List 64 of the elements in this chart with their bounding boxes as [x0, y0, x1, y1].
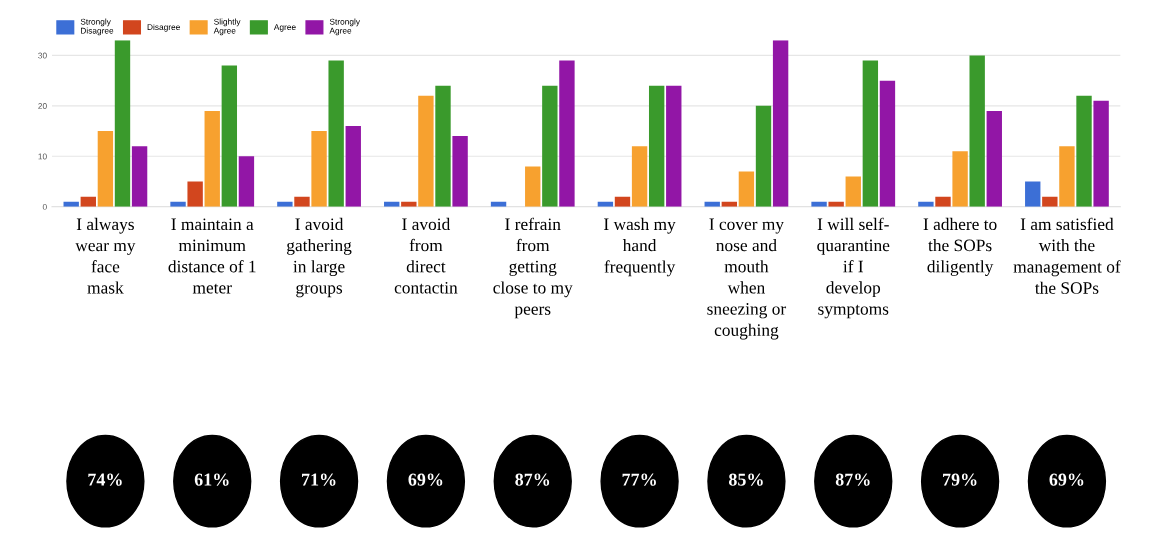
text: 71%: [302, 473, 336, 486]
bar: [311, 131, 327, 207]
bar: [969, 55, 985, 207]
text: 85%: [728, 473, 763, 486]
text: 87%: [515, 473, 550, 486]
bar: [452, 136, 468, 207]
text: 69%: [1049, 473, 1084, 486]
y-tick-label: 30: [38, 52, 47, 59]
bar: [772, 40, 789, 207]
bar: [952, 151, 968, 207]
legend-label: Slightly Agree: [213, 18, 241, 36]
bar: [435, 85, 451, 207]
text: 74%: [88, 473, 122, 486]
text: 69%: [408, 473, 443, 486]
x-tick-label: I will self- quarantine if I develop symptoms: [817, 217, 890, 319]
bar: [114, 40, 131, 207]
text: 77%: [622, 473, 656, 486]
legend-label: Agree: [273, 24, 296, 32]
bar: [97, 131, 114, 207]
bar: [418, 95, 434, 207]
bar: [559, 60, 575, 207]
y-tick-label: 20: [38, 103, 47, 109]
x-tick-label: I always wear my face mask: [75, 217, 136, 294]
bar: [1076, 95, 1092, 207]
bar: [935, 196, 951, 207]
bar: [294, 196, 310, 207]
bar: [631, 146, 648, 207]
bar: [862, 60, 879, 207]
legend-label: Strongly Agree: [329, 18, 360, 36]
bar: [345, 126, 361, 207]
bar: [666, 85, 682, 207]
x-tick-label: I am satisfied with the management of the SOPs: [1013, 217, 1121, 294]
text: 79%: [943, 473, 977, 486]
x-tick-label: I adhere to the SOPs diligently: [923, 217, 997, 276]
x-tick-label: I avoid from direct contactin: [394, 217, 458, 294]
bar: [131, 146, 148, 207]
bar: [204, 110, 220, 207]
bar: [221, 65, 238, 207]
x-tick-label: I avoid gathering in large groups: [287, 217, 352, 298]
text: 61%: [194, 473, 229, 486]
x-tick-label: I wash my hand frequently: [604, 217, 676, 277]
bar: [648, 85, 665, 207]
bar: [1059, 146, 1075, 207]
text: 87%: [835, 473, 870, 486]
bar: [187, 181, 203, 207]
legend-label: Disagree: [147, 23, 180, 32]
bar: [738, 171, 755, 207]
x-tick-label: I maintain a minimum distance of 1 meter: [168, 218, 256, 294]
bar: [525, 166, 541, 207]
legend-label: Strongly Disagree: [80, 18, 114, 36]
bar: [755, 105, 772, 207]
y-tick-label: 10: [38, 153, 47, 160]
bar: [1042, 196, 1058, 207]
bar: [845, 176, 861, 207]
bar: [879, 80, 896, 207]
bar: [986, 110, 1002, 207]
x-tick-label: I refrain from getting close to my peers: [493, 217, 573, 319]
bar: [328, 60, 344, 207]
bar: [542, 85, 558, 207]
x-tick-label: I cover my nose and mouth when sneezing or coughing: [707, 218, 787, 340]
y-tick-label: 0: [42, 203, 47, 210]
bar: [1025, 181, 1041, 207]
bar: [1093, 100, 1109, 207]
bar: [238, 156, 255, 207]
